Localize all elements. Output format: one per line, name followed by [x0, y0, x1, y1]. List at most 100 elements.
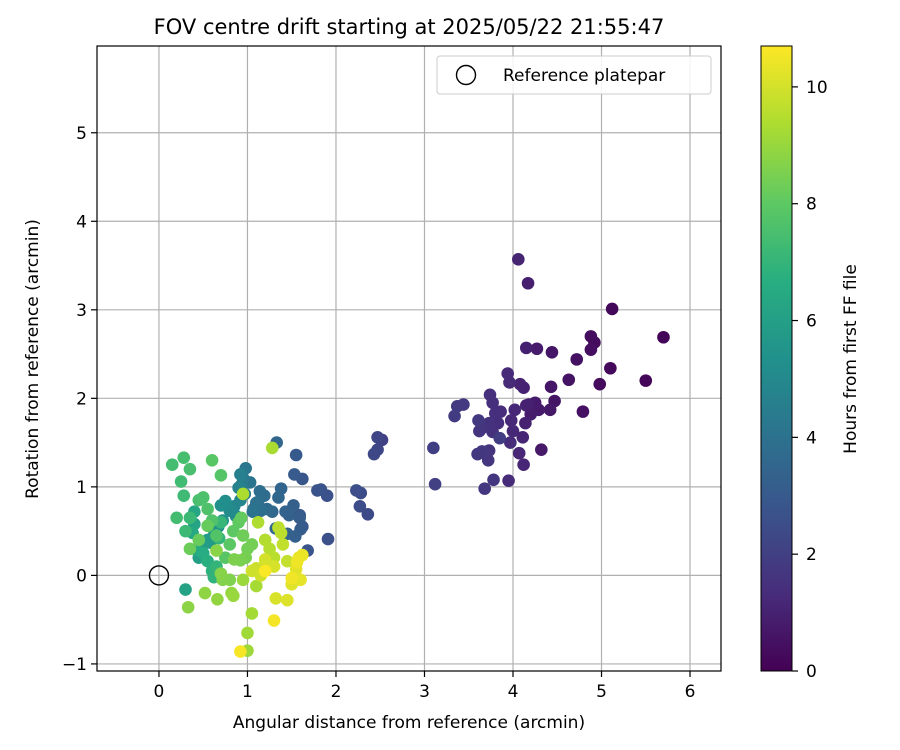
data-point [201, 502, 214, 516]
data-point [517, 458, 530, 472]
data-point [473, 424, 486, 438]
data-point [214, 469, 228, 482]
data-point [506, 424, 520, 438]
data-point [293, 511, 306, 525]
data-point [519, 399, 533, 412]
data-point [535, 443, 548, 456]
data-point [311, 484, 324, 497]
data-point [512, 446, 526, 460]
data-point [272, 491, 285, 504]
data-point [487, 473, 500, 487]
data-point [210, 544, 223, 557]
colorbar-gradient [760, 45, 793, 672]
colorbar-tick-label: 6 [806, 312, 817, 332]
data-point [177, 489, 191, 503]
y-tick-label: 1 [76, 478, 87, 498]
data-point [519, 416, 532, 430]
data-point [210, 529, 223, 542]
data-point [165, 458, 179, 472]
data-point [504, 436, 517, 449]
y-tick-label: 5 [76, 124, 87, 144]
reference-marker [148, 565, 170, 586]
data-point [285, 571, 299, 585]
data-point [265, 441, 279, 455]
data-point [493, 431, 507, 445]
data-point [593, 377, 607, 391]
data-point [253, 484, 267, 498]
colorbar-tick-label: 4 [806, 428, 817, 448]
x-tick-label: 4 [508, 682, 519, 702]
colorbar-tick-label: 8 [806, 195, 817, 215]
colorbar-label: Hours from first FF file [841, 264, 861, 454]
legend-label: Reference platepar [503, 66, 665, 86]
data-point [179, 524, 192, 538]
data-point [234, 468, 247, 481]
data-point [605, 302, 619, 316]
colorbar: 0 2 4 6 8 10 Hours from first FF file [760, 45, 861, 682]
data-point [504, 414, 518, 427]
colorbar-tick-label: 0 [806, 662, 817, 682]
data-point [276, 538, 290, 551]
data-point [530, 342, 544, 356]
data-point [245, 607, 259, 620]
data-point [545, 346, 559, 359]
y-tick-label: 4 [76, 212, 87, 232]
data-point [519, 341, 533, 355]
y-tick-label: −1 [62, 655, 87, 675]
data-point [174, 475, 188, 488]
data-point [236, 529, 250, 542]
data-point [448, 409, 461, 423]
data-point [488, 407, 502, 420]
data-point [170, 511, 183, 525]
data-point [521, 276, 535, 290]
chart-title: FOV centre drift starting at 2025/05/22 … [154, 15, 665, 39]
data-point [562, 373, 576, 387]
data-point [483, 388, 497, 402]
x-tick-label: 2 [331, 682, 342, 702]
data-point [269, 592, 283, 605]
data-point [181, 600, 195, 614]
x-tick-label: 5 [596, 682, 607, 702]
data-point [584, 330, 598, 343]
y-axis-label: Rotation from reference (arcmin) [23, 219, 43, 499]
data-point [290, 555, 304, 569]
x-tick-label: 0 [154, 682, 165, 702]
data-point [280, 554, 294, 568]
data-point [427, 441, 440, 455]
x-axis-label: Angular distance from reference (arcmin) [233, 713, 585, 733]
data-points [165, 253, 670, 658]
data-point [245, 538, 259, 551]
data-point [201, 519, 214, 533]
data-point [234, 511, 248, 525]
data-point [179, 583, 192, 596]
data-point [280, 593, 294, 607]
data-point [183, 462, 197, 476]
plot-frame [96, 45, 722, 672]
data-point [250, 579, 263, 593]
data-point [214, 567, 228, 580]
data-point [234, 645, 247, 658]
data-point [267, 614, 281, 627]
data-point [371, 430, 384, 444]
data-point [657, 330, 670, 344]
data-point [214, 499, 228, 512]
data-point [177, 451, 191, 464]
y-tick-label: 3 [76, 301, 87, 321]
data-point [543, 403, 557, 417]
data-point [236, 487, 250, 501]
data-point [258, 564, 272, 578]
data-point [501, 367, 514, 380]
data-point [478, 482, 491, 495]
data-point [544, 380, 558, 394]
data-point [576, 405, 590, 418]
colorbar-tick-label: 10 [806, 78, 828, 98]
data-point [192, 533, 206, 547]
data-point [353, 500, 367, 513]
data-point [502, 474, 515, 487]
data-point [604, 361, 617, 375]
y-tick-label: 2 [76, 389, 87, 409]
data-point [241, 626, 254, 640]
data-point [246, 505, 260, 518]
data-point [570, 353, 584, 366]
